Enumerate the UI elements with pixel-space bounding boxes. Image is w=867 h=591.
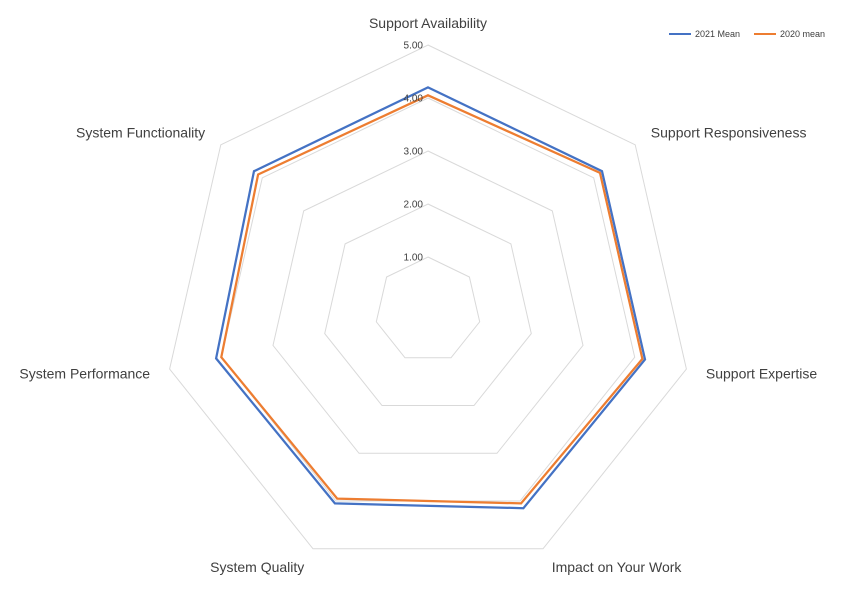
legend-label-2021-mean: 2021 Mean xyxy=(695,29,740,39)
tick-label-1: 1.00 xyxy=(404,253,424,264)
category-label-impact-on-your-work: Impact on Your Work xyxy=(552,559,683,575)
grid-ring-1 xyxy=(375,256,481,359)
series-line-2020-mean xyxy=(220,94,644,505)
grid-layer xyxy=(169,44,687,550)
category-label-layer: Support Availability Support Responsivene… xyxy=(19,15,817,575)
grid-ring-3 xyxy=(272,150,584,454)
category-label-system-quality: System Quality xyxy=(210,559,304,575)
series-line-2021-mean xyxy=(214,86,647,510)
tick-label-4: 4.00 xyxy=(404,94,424,105)
category-label-system-functionality: System Functionality xyxy=(76,124,205,140)
category-label-system-performance: System Performance xyxy=(19,365,150,381)
tick-label-2: 2.00 xyxy=(404,200,424,211)
tick-label-3: 3.00 xyxy=(404,147,424,158)
series-layer xyxy=(214,86,647,510)
legend: 2021 Mean 2020 mean xyxy=(669,29,825,39)
tick-label-5: 5.00 xyxy=(404,41,424,52)
tick-layer: 1.00 2.00 3.00 4.00 5.00 xyxy=(404,41,424,264)
grid-ring-2 xyxy=(324,203,532,406)
category-label-support-expertise: Support Expertise xyxy=(706,365,817,381)
category-label-support-availability: Support Availability xyxy=(369,15,487,31)
grid-ring-5 xyxy=(169,44,687,550)
category-label-support-responsiveness: Support Responsiveness xyxy=(651,124,807,140)
legend-label-2020-mean: 2020 mean xyxy=(780,29,825,39)
